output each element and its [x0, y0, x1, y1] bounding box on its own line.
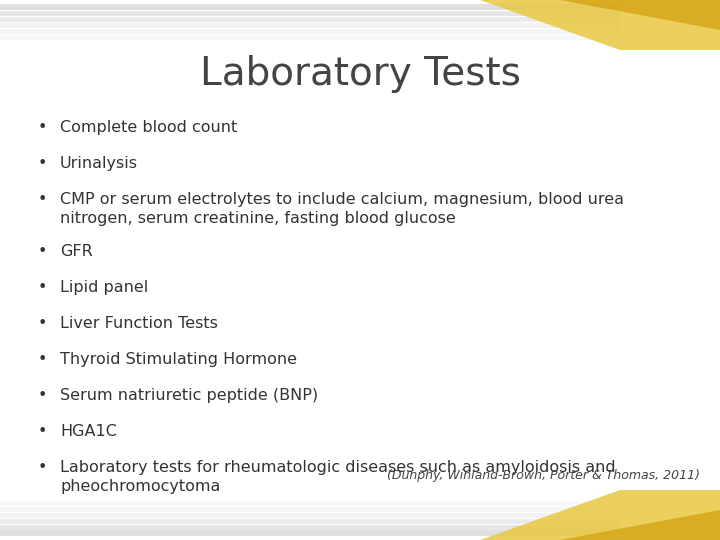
- Text: HGA1C: HGA1C: [60, 424, 117, 439]
- Polygon shape: [560, 510, 720, 540]
- Text: •: •: [37, 460, 47, 475]
- Bar: [0, 513, 620, 518]
- Text: Complete blood count: Complete blood count: [60, 120, 238, 135]
- Text: •: •: [37, 192, 47, 207]
- Text: •: •: [37, 424, 47, 439]
- Text: •: •: [37, 280, 47, 295]
- Text: Thyroid Stimulating Hormone: Thyroid Stimulating Hormone: [60, 352, 297, 367]
- Text: •: •: [37, 316, 47, 331]
- Bar: [0, 507, 620, 512]
- Text: Laboratory tests for rheumatologic diseases such as amyloidosis and
pheochromocy: Laboratory tests for rheumatologic disea…: [60, 460, 616, 494]
- Bar: [0, 4, 620, 10]
- Text: Liver Function Tests: Liver Function Tests: [60, 316, 218, 331]
- Text: GFR: GFR: [60, 244, 93, 259]
- Text: •: •: [37, 120, 47, 135]
- Text: •: •: [37, 156, 47, 171]
- Text: •: •: [37, 388, 47, 403]
- Polygon shape: [480, 490, 720, 540]
- Bar: [0, 23, 620, 28]
- Bar: [0, 11, 620, 16]
- Text: Lipid panel: Lipid panel: [60, 280, 148, 295]
- Text: CMP or serum electrolytes to include calcium, magnesium, blood urea
nitrogen, se: CMP or serum electrolytes to include cal…: [60, 192, 624, 226]
- Text: •: •: [37, 352, 47, 367]
- Bar: [0, 17, 620, 22]
- Bar: [0, 35, 620, 40]
- Text: •: •: [37, 244, 47, 259]
- Text: Laboratory Tests: Laboratory Tests: [199, 55, 521, 93]
- Bar: [0, 530, 620, 536]
- Text: (Dunphy, Winland-Brown, Porter & Thomas, 2011): (Dunphy, Winland-Brown, Porter & Thomas,…: [387, 469, 700, 482]
- Polygon shape: [480, 0, 720, 50]
- Polygon shape: [560, 0, 720, 30]
- Text: Serum natriuretic peptide (BNP): Serum natriuretic peptide (BNP): [60, 388, 318, 403]
- Bar: [0, 519, 620, 524]
- Bar: [0, 525, 620, 530]
- Bar: [0, 501, 620, 506]
- Text: Urinalysis: Urinalysis: [60, 156, 138, 171]
- Bar: [0, 29, 620, 34]
